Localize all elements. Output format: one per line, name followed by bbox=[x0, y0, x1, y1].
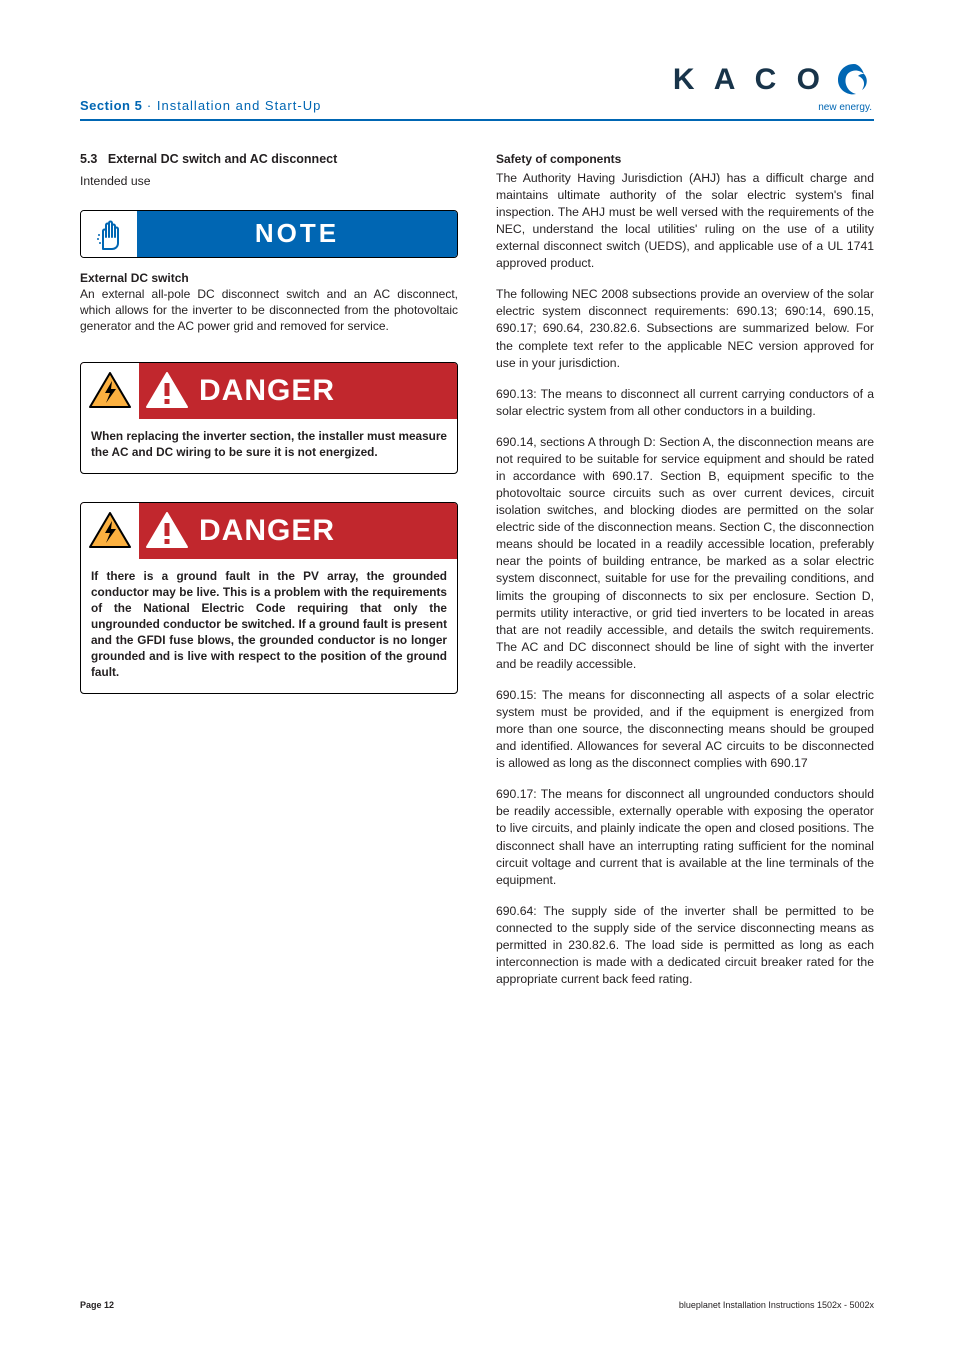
intended-use-label: Intended use bbox=[80, 173, 458, 190]
paragraph: 690.15: The means for disconnecting all … bbox=[496, 687, 874, 772]
right-column: Safety of components The Authority Havin… bbox=[496, 151, 874, 1002]
logo: K A C O new energy. bbox=[673, 60, 874, 113]
note-title: External DC switch bbox=[80, 271, 189, 285]
section-label: Section 5 bbox=[80, 98, 142, 113]
danger-label-1: DANGER bbox=[195, 363, 457, 419]
danger-header-2: DANGER bbox=[81, 503, 457, 559]
paragraph: 690.13: The means to disconnect all curr… bbox=[496, 386, 874, 420]
danger-header-1: DANGER bbox=[81, 363, 457, 419]
note-text: An external all-pole DC disconnect switc… bbox=[80, 287, 458, 333]
shock-warning-icon bbox=[81, 503, 139, 559]
page-header: Section 5 · Installation and Start-Up K … bbox=[80, 60, 874, 121]
note-hand-icon bbox=[81, 211, 137, 257]
danger-body-2: If there is a ground fault in the PV arr… bbox=[81, 559, 457, 692]
logo-text: K A C O bbox=[673, 63, 826, 97]
content-columns: 5.3 External DC switch and AC disconnect… bbox=[80, 151, 874, 1002]
swirl-icon bbox=[834, 60, 874, 100]
note-callout: NOTE bbox=[80, 210, 458, 258]
section-breadcrumb: Section 5 · Installation and Start-Up bbox=[80, 98, 321, 113]
note-label: NOTE bbox=[137, 211, 457, 257]
page-footer: Page 12 blueplanet Installation Instruct… bbox=[80, 1300, 874, 1310]
danger-body-1: When replacing the inverter section, the… bbox=[81, 419, 457, 473]
separator: · bbox=[142, 98, 157, 113]
heading-number: 5.3 bbox=[80, 152, 97, 166]
note-header: NOTE bbox=[81, 211, 457, 257]
paragraph: The Authority Having Jurisdiction (AHJ) … bbox=[496, 170, 874, 272]
danger-label-2: DANGER bbox=[195, 503, 457, 559]
left-column: 5.3 External DC switch and AC disconnect… bbox=[80, 151, 458, 1002]
paragraph: 690.17: The means for disconnect all ung… bbox=[496, 786, 874, 888]
paragraph: The following NEC 2008 subsections provi… bbox=[496, 286, 874, 371]
subsection-heading: 5.3 External DC switch and AC disconnect bbox=[80, 151, 458, 169]
paragraph: 690.64: The supply side of the inverter … bbox=[496, 903, 874, 988]
section-title: Installation and Start-Up bbox=[157, 98, 321, 113]
paragraph: 690.14, sections A through D: Section A,… bbox=[496, 434, 874, 673]
danger-callout-1: DANGER When replacing the inverter secti… bbox=[80, 362, 458, 474]
page-number: Page 12 bbox=[80, 1300, 114, 1310]
alert-triangle-icon bbox=[139, 503, 195, 559]
shock-warning-icon bbox=[81, 363, 139, 419]
heading-text: External DC switch and AC disconnect bbox=[108, 152, 337, 166]
logo-tagline: new energy. bbox=[818, 102, 872, 113]
safety-heading: Safety of components bbox=[496, 151, 874, 168]
note-body: External DC switch An external all-pole … bbox=[80, 266, 458, 335]
alert-triangle-icon bbox=[139, 363, 195, 419]
doc-title: blueplanet Installation Instructions 150… bbox=[679, 1300, 874, 1310]
danger-callout-2: DANGER If there is a ground fault in the… bbox=[80, 502, 458, 693]
